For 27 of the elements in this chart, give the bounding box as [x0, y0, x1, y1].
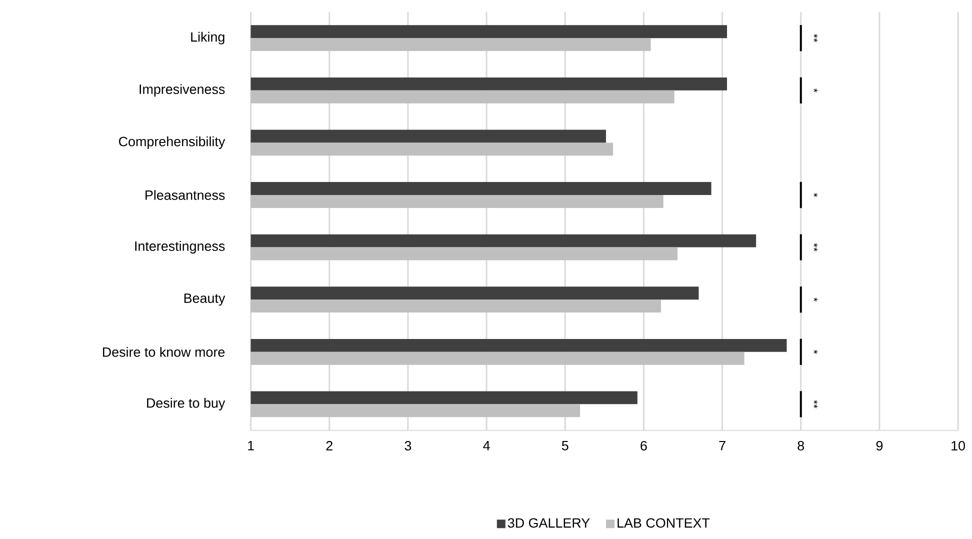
- x-tick-label: 9: [876, 441, 883, 451]
- y-tick-label: Liking: [191, 32, 224, 44]
- annotation: **: [814, 34, 818, 42]
- annotation: **: [814, 400, 818, 408]
- x-tick-label: 3: [404, 441, 412, 451]
- x-tick-label: 5: [562, 441, 568, 450]
- annotation: *: [814, 298, 818, 302]
- legend-label: 3D GALLERY: [508, 518, 590, 528]
- x-tick-label: 6: [640, 441, 647, 451]
- y-tick-label: Desire to buy: [147, 398, 226, 411]
- x-tick-label: 1: [248, 441, 254, 450]
- x-tick-label: 7: [719, 441, 726, 450]
- y-tick-label: Desire to know more: [102, 346, 225, 357]
- x-tick-label: 8: [798, 441, 804, 451]
- x-tick-label: 2: [326, 441, 332, 450]
- y-tick-label: Impresiveness: [140, 84, 225, 97]
- annotation: *: [814, 350, 818, 354]
- y-tick-label: Comprehensibility: [118, 136, 226, 150]
- y-tick-label: Interestingness: [135, 241, 225, 254]
- x-tick-label: 4: [483, 441, 490, 450]
- y-tick-label: Pleasantness: [146, 190, 225, 200]
- annotation: *: [814, 193, 818, 198]
- x-tick-label: 10: [952, 441, 965, 451]
- annotation: **: [814, 243, 818, 252]
- legend-label: LAB CONTEXT: [618, 518, 710, 528]
- y-tick-label: Beauty: [184, 294, 226, 306]
- annotation: *: [814, 88, 818, 92]
